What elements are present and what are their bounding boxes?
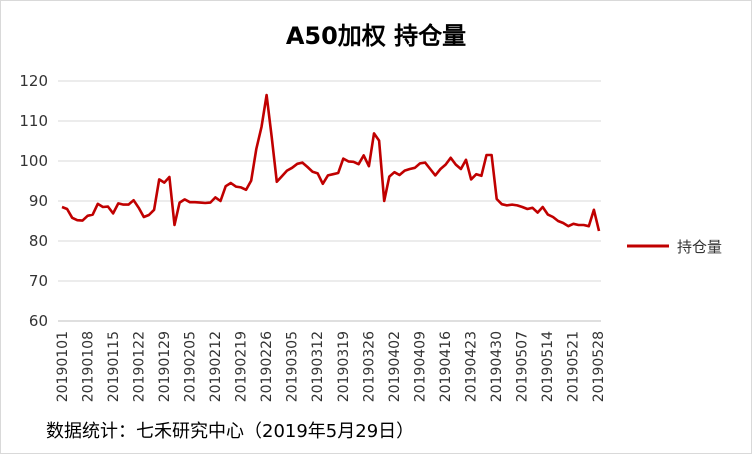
x-tick-label: 20190226 <box>259 331 275 402</box>
y-tick-label: 110 <box>19 112 48 130</box>
x-tick-label: 20190305 <box>285 331 301 402</box>
x-tick-label: 20190129 <box>157 331 173 402</box>
series-layer <box>61 93 601 232</box>
x-tick-label: 20190115 <box>106 331 122 402</box>
series-line <box>61 93 601 232</box>
x-tick-label: 20190101 <box>55 331 71 402</box>
y-tick-label: 90 <box>29 192 48 210</box>
x-tick-label: 20190205 <box>183 331 199 402</box>
x-tick-label: 20190409 <box>412 331 428 402</box>
y-tick-label: 60 <box>29 312 48 330</box>
x-tick-label: 20190312 <box>310 331 326 402</box>
x-tick-label: 20190416 <box>438 331 454 402</box>
source-note: 数据统计：七禾研究中心（2019年5月29日） <box>46 421 415 442</box>
x-tick-label: 20190212 <box>208 331 224 402</box>
x-tick-label: 20190514 <box>540 331 556 402</box>
x-tick-label: 20190108 <box>81 331 97 402</box>
chart-title: A50加权 持仓量 <box>285 22 467 50</box>
x-tick-label: 20190219 <box>234 331 250 402</box>
x-tick-label: 20190423 <box>463 331 479 402</box>
legend-label: 持仓量 <box>677 238 722 256</box>
y-tick-label: 70 <box>29 272 48 290</box>
x-tick-label: 20190521 <box>566 331 582 402</box>
y-tick-label: 120 <box>19 72 48 90</box>
x-tick-label: 20190319 <box>336 331 352 402</box>
x-tick-label: 20190430 <box>489 331 505 402</box>
x-tick-label: 20190326 <box>361 331 377 402</box>
y-axis-ticks: 60 70 80 90 100 110 120 <box>19 72 48 330</box>
y-tick-label: 100 <box>19 152 48 170</box>
x-axis-ticks: 20190101 20190108 20190115 20190122 20190129… <box>55 331 607 402</box>
legend: 持仓量 <box>627 238 722 256</box>
x-tick-label: 20190507 <box>514 331 530 402</box>
x-tick-label: 20190122 <box>132 331 148 402</box>
x-tick-label: 20190402 <box>387 331 403 402</box>
gridlines <box>58 80 601 322</box>
x-tick-label: 20190528 <box>591 331 607 402</box>
y-tick-label: 80 <box>29 232 48 250</box>
